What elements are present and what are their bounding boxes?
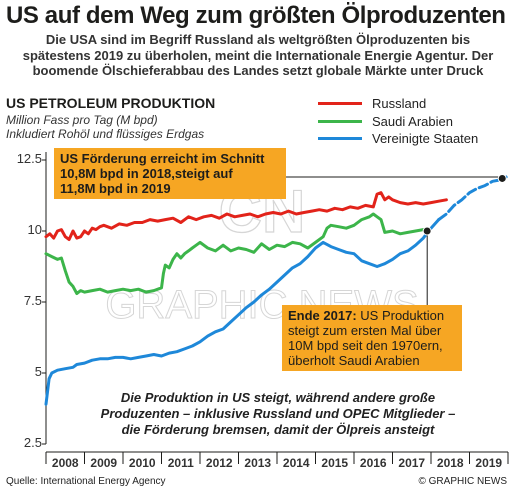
intro-line-2: spätestens 2019 zu überholen, meint die … <box>22 47 494 63</box>
chart-unit: Million Fass pro Tag (M bpd) Inkludiert … <box>6 113 204 141</box>
intro-line-3: boomende Ölschieferabbau des Landes setz… <box>32 63 484 78</box>
x-tick-label: 2019 <box>475 456 503 470</box>
chart-note: Die Produktion in US steigt, während and… <box>68 390 488 438</box>
x-tick-label: 2011 <box>167 456 194 470</box>
series-line-0 <box>44 191 448 241</box>
annotation-lead-rest: US Produktion <box>356 308 445 323</box>
legend-item-russland: Russland <box>318 95 478 113</box>
annotation-line: 10M bpd seit den 1970ern, <box>288 338 443 353</box>
x-tick-label: 2016 <box>359 456 387 470</box>
source-note: Quelle: International Energy Agency <box>6 476 166 487</box>
intro-text: Die USA sind im Begriff Russland als wel… <box>6 32 510 79</box>
annotation-line: überholt Saudi Arabien <box>288 353 420 368</box>
x-tick-label: 2013 <box>244 456 272 470</box>
legend-swatch-usa <box>318 137 362 141</box>
y-tick-label: 7.5 <box>23 293 42 308</box>
legend-swatch-saudi <box>318 119 362 123</box>
y-tick-label: 12.5 <box>16 151 42 166</box>
series-line-1 <box>44 212 425 295</box>
unit-line-2: Inkludiert Rohöl und flüssiges Erdgas <box>6 127 205 141</box>
legend-swatch-russland <box>318 102 362 106</box>
intro-line-1: Die USA sind im Begriff Russland als wel… <box>45 32 471 47</box>
annotation-end-2017: Ende 2017: US Produktion steigt zum erst… <box>282 305 462 371</box>
x-tick-label: 2009 <box>90 456 118 470</box>
annotation-2018-forecast: US Förderung erreicht im Schnitt 10,8M b… <box>54 148 286 199</box>
annotation-line: steigt zum ersten Mal über <box>288 323 442 338</box>
data-marker-0 <box>422 226 432 236</box>
x-tick-label: 2014 <box>282 456 310 470</box>
unit-line-1: Million Fass pro Tag (M bpd) <box>6 113 158 127</box>
series-line-2 <box>44 218 441 406</box>
data-marker-1 <box>497 173 507 183</box>
note-line-1: Die Produktion in US steigt, während and… <box>120 390 436 405</box>
legend: Russland Saudi Arabien Vereinigte Staate… <box>318 95 478 148</box>
annotation-line: 10,8M bpd in 2018,steigt auf <box>60 166 233 181</box>
y-tick-label: 2.5 <box>23 435 42 450</box>
note-line-3: die Förderung bremsen, damit der Ölpreis… <box>121 422 435 437</box>
annotation-lead: Ende 2017: <box>288 308 357 323</box>
annotation-line: US Förderung erreicht im Schnitt <box>60 151 265 166</box>
series-line-3 <box>437 175 508 222</box>
legend-label-saudi: Saudi Arabien <box>372 113 453 129</box>
credit: © GRAPHIC NEWS <box>418 476 508 487</box>
x-tick-label: 2017 <box>398 456 426 470</box>
legend-label-usa: Vereinigte Staaten <box>372 131 479 147</box>
headline: US auf dem Weg zum größten Ölproduzenten <box>6 2 506 29</box>
x-tick-label: 2018 <box>436 456 464 470</box>
x-tick-label: 2015 <box>321 456 349 470</box>
legend-item-usa: Vereinigte Staaten <box>318 130 478 148</box>
legend-label-russland: Russland <box>372 96 427 112</box>
y-tick-label: 5 <box>34 364 42 379</box>
x-tick-label: 2008 <box>51 456 79 470</box>
x-tick-label: 2012 <box>205 456 233 470</box>
y-tick-label: 10 <box>27 222 42 237</box>
annotation-line: Ende 2017: US Produktion <box>288 308 456 323</box>
annotation-line: 11,8M bpd in 2019 <box>60 181 171 196</box>
x-tick-label: 2010 <box>128 456 156 470</box>
chart-title: US PETROLEUM PRODUKTION <box>6 95 216 111</box>
legend-item-saudi: Saudi Arabien <box>318 113 478 131</box>
annotation-leader <box>286 176 503 179</box>
note-line-2: Produzenten – inklusive Russland und OPE… <box>100 406 456 421</box>
